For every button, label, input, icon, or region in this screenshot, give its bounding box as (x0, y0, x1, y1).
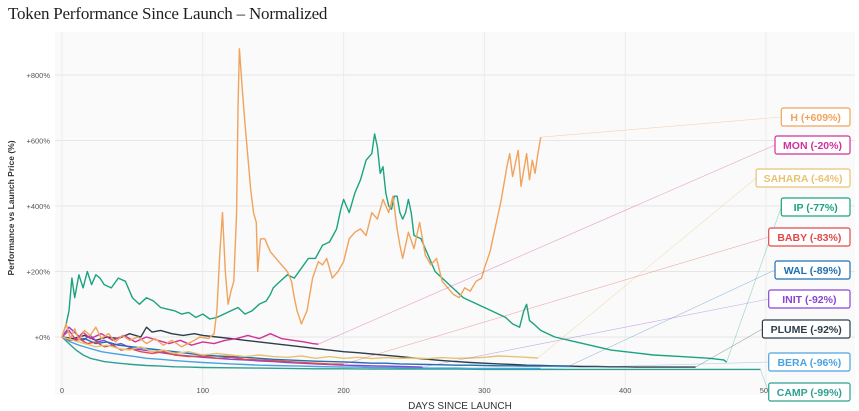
end-label-box-ip (780, 197, 851, 217)
label-connector (540, 361, 769, 369)
series-line-baby (61, 336, 344, 365)
label-connector (760, 369, 769, 393)
end-label-box-camp (768, 382, 851, 402)
label-connector (343, 236, 769, 365)
label-connector (318, 144, 776, 345)
label-connector (540, 116, 782, 138)
series-line-plume (61, 326, 696, 368)
series-line-h (61, 48, 542, 348)
y-tick-label: +800% (26, 71, 50, 80)
end-label-box-h (780, 107, 851, 127)
end-labels: H (+609%) MON (-20%) SAHARA (-64%) IP (-77%… (755, 107, 851, 402)
end-label-plume: PLUME (-92%) (771, 324, 842, 336)
series-line-sahara (61, 336, 538, 360)
end-label-ip: IP (-77%) (794, 202, 838, 214)
label-connector (695, 328, 763, 368)
chart-title: Token Performance Since Launch – Normali… (8, 4, 328, 23)
x-tick-label: 300 (478, 386, 491, 395)
x-tick-label: 400 (619, 386, 632, 395)
y-tick-label: +600% (26, 137, 50, 146)
y-tick-label: +0% (35, 333, 51, 342)
label-connector (568, 269, 776, 367)
series-line-bera (61, 336, 541, 370)
y-axis-label: Performance vs Launch Price (%) (6, 140, 16, 275)
x-tick-label: 100 (197, 386, 210, 395)
x-tick-label: 500 (760, 386, 773, 395)
series-line-wal (61, 336, 569, 367)
end-label-bera: BERA (-96%) (777, 357, 841, 369)
end-label-box-bera (768, 352, 851, 372)
label-connector (537, 177, 757, 359)
end-label-box-baby (768, 227, 851, 247)
x-tick-label: 0 (60, 386, 64, 395)
axes: +0% +200% +400% +600% +800% 0 100 200 300 400 500 (26, 71, 772, 395)
end-label-wal: WAL (-89%) (784, 265, 842, 277)
x-tick-label: 200 (337, 386, 350, 395)
end-label-h: H (+609%) (790, 112, 840, 124)
end-label-box-init (768, 289, 851, 309)
y-tick-label: +400% (26, 202, 50, 211)
end-label-baby: BABY (-83%) (777, 232, 841, 244)
end-label-box-wal (774, 260, 851, 280)
series-line-camp (61, 336, 761, 371)
end-label-camp: CAMP (-99%) (777, 387, 842, 399)
series-line-mon (61, 329, 319, 346)
end-label-init: INIT (-92%) (782, 294, 836, 306)
end-label-mon: MON (-20%) (783, 140, 842, 152)
end-label-box-mon (774, 135, 851, 155)
end-label-box-sahara (755, 168, 851, 188)
y-tick-label: +200% (26, 268, 50, 277)
series-line-ip (61, 133, 728, 363)
end-label-sahara: SAHARA (-64%) (764, 173, 843, 185)
x-axis-label: DAYS SINCE LAUNCH (408, 401, 512, 411)
plot-area (55, 32, 855, 395)
end-label-box-plume (761, 319, 851, 339)
label-connector (422, 298, 769, 368)
series-lines (61, 48, 761, 371)
